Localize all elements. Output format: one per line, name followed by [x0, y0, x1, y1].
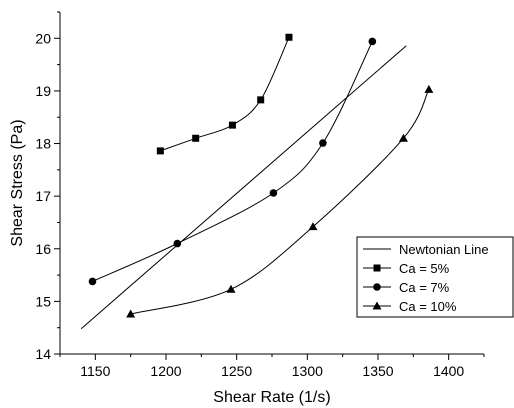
y-tick-label: 19: [35, 83, 51, 99]
ticks: [54, 11, 485, 360]
data-point: [228, 121, 236, 129]
legend-marker: [373, 283, 381, 291]
series-0: [80, 45, 407, 330]
legend-entry: Newtonian Line: [399, 242, 489, 257]
data-point: [192, 134, 200, 142]
legend-marker: [373, 264, 381, 272]
series-2: [88, 37, 377, 286]
legend-marker: [372, 301, 382, 310]
legend-entry: Ca = 5%: [399, 261, 450, 276]
data-point: [368, 37, 377, 46]
series-layer: [80, 33, 434, 330]
legend-entry: Ca = 7%: [399, 280, 450, 295]
data-point: [424, 84, 434, 93]
x-tick-label: 1250: [221, 363, 252, 379]
data-point: [126, 309, 136, 318]
series-line: [92, 41, 373, 282]
x-axis-title: Shear Rate (1/s): [213, 389, 330, 406]
series-line: [160, 37, 290, 152]
tick-labels: 1150 1200 1250 1300 1350 1400 14 15 16 17 18 19 20: [35, 30, 464, 379]
data-point: [226, 284, 236, 293]
x-tick-label: 1400: [433, 363, 464, 379]
series-line: [80, 45, 407, 330]
y-tick-label: 18: [35, 136, 51, 152]
data-point: [319, 139, 327, 147]
x-tick-label: 1300: [292, 363, 323, 379]
x-tick-label: 1350: [362, 363, 393, 379]
y-tick-label: 14: [35, 346, 51, 362]
data-point: [88, 277, 97, 286]
data-point: [285, 33, 293, 41]
y-axis-title: Shear Stress (Pa): [9, 119, 26, 246]
data-point: [156, 147, 164, 155]
x-tick-label: 1150: [80, 363, 110, 379]
legend: Newtonian Line Ca = 5% Ca = 7% Ca = 10%: [356, 236, 514, 318]
y-tick-label: 16: [35, 241, 51, 257]
data-point: [269, 189, 278, 197]
x-tick-label: 1200: [150, 363, 181, 379]
data-point: [398, 133, 408, 142]
data-point: [308, 222, 318, 231]
legend-box: [356, 236, 514, 318]
y-tick-label: 15: [35, 293, 51, 309]
data-point: [257, 96, 265, 104]
data-point: [173, 239, 182, 248]
series-3: [126, 84, 434, 318]
legend-entry: Ca = 10%: [399, 299, 457, 314]
y-tick-label: 20: [35, 30, 51, 46]
y-tick-label: 17: [35, 188, 51, 204]
series-1: [156, 33, 293, 155]
